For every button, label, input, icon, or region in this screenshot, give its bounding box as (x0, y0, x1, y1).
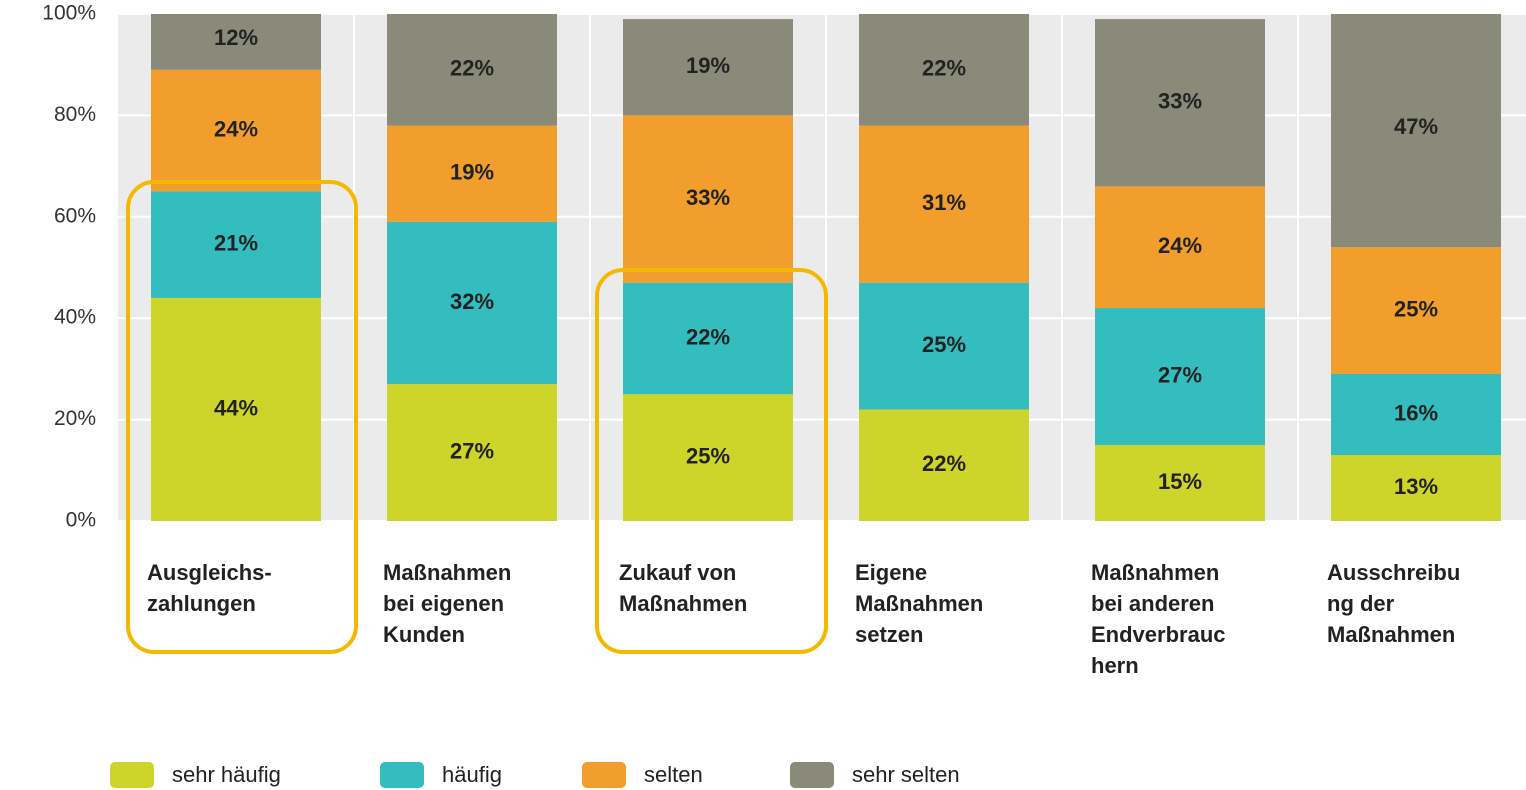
bar-segment (1331, 373, 1501, 456)
value-label: 44% (214, 395, 258, 420)
bar-segment (387, 221, 557, 385)
label-line: Endverbrauc (1091, 622, 1226, 647)
value-label: 16% (1394, 400, 1438, 425)
value-label: 32% (450, 289, 494, 314)
label-line: bei anderen (1091, 591, 1214, 616)
value-label: 21% (214, 230, 258, 255)
label-line: Maßnahmen (1091, 560, 1219, 585)
value-label: 22% (450, 56, 494, 81)
legend-label: häufig (442, 762, 502, 787)
x-tick-label: Ausgleichs-zahlungen (147, 560, 272, 616)
value-label: 15% (1158, 469, 1202, 494)
label-line: ng der (1327, 591, 1395, 616)
bar-segment (151, 69, 321, 192)
bar-segment (859, 125, 1029, 283)
value-label: 22% (922, 451, 966, 476)
y-tick-label: 0% (66, 509, 96, 532)
x-tick-label: Zukauf von Maßnahmen (619, 560, 747, 616)
bar-segment (151, 297, 321, 521)
bar-segment (1095, 308, 1265, 445)
bar-segment (623, 282, 793, 395)
bar-segment (859, 409, 1029, 521)
bar-segment (859, 14, 1029, 126)
bar-segment (151, 14, 321, 70)
value-label: 47% (1394, 114, 1438, 139)
value-label: 24% (214, 116, 258, 141)
label-line: Ausschreibu (1327, 560, 1460, 585)
label-line: zahlungen (147, 591, 256, 616)
legend-label: sehr häufig (172, 762, 281, 787)
value-label: 33% (686, 185, 730, 210)
x-tick-label: Maßnahmen bei eigenen Kunden (383, 560, 511, 647)
label-line: Zukauf von (619, 560, 736, 585)
bar-segment (623, 115, 793, 283)
bar-segment (1095, 186, 1265, 309)
value-label: 25% (686, 443, 730, 468)
bar-segment (623, 394, 793, 521)
value-label: 22% (922, 56, 966, 81)
value-label: 27% (1158, 362, 1202, 387)
x-tick-label: Eigene Maßnahmen setzen (855, 560, 983, 647)
label-line: hern (1091, 653, 1139, 678)
bar-segment (1331, 455, 1501, 521)
bar-segment (623, 19, 793, 116)
value-label: 19% (686, 53, 730, 78)
label-line: Ausgleichs- (147, 560, 272, 585)
x-tick-label: Maßnahmen bei anderen Endverbrauc hern (1091, 560, 1226, 678)
value-label: 25% (1394, 296, 1438, 321)
bar-segment (1331, 247, 1501, 374)
bar-segment (859, 282, 1029, 410)
bar-segment (151, 191, 321, 298)
plot-background (118, 14, 1526, 521)
highlight-box (595, 268, 828, 654)
x-tick-label: Ausschreibu ng der Maßnahmen (1327, 560, 1460, 647)
highlight-box (126, 180, 358, 654)
value-label: 19% (450, 160, 494, 185)
value-label: 27% (450, 438, 494, 463)
value-label: 33% (1158, 89, 1202, 114)
bar-segment (1331, 14, 1501, 248)
label-line: setzen (855, 622, 923, 647)
label-line: Maßnahmen (855, 591, 983, 616)
value-label: 22% (686, 324, 730, 349)
bar-segment (1095, 444, 1265, 521)
legend-swatch (582, 762, 626, 788)
value-label: 24% (1158, 233, 1202, 258)
label-line: bei eigenen (383, 591, 504, 616)
legend-swatch (380, 762, 424, 788)
bar-segment (1095, 19, 1265, 187)
label-line: Maßnahmen (383, 560, 511, 585)
y-tick-label: 100% (42, 2, 96, 25)
label-line: Maßnahmen (619, 591, 747, 616)
legend-swatch (790, 762, 834, 788)
legend-label: sehr selten (852, 762, 960, 787)
label-line: Maßnahmen (1327, 622, 1455, 647)
y-tick-label: 60% (54, 204, 96, 227)
y-tick-label: 80% (54, 103, 96, 126)
value-label: 25% (922, 332, 966, 357)
value-label: 13% (1394, 474, 1438, 499)
bars (151, 14, 1501, 521)
value-label: 12% (214, 25, 258, 50)
y-tick-label: 20% (54, 407, 96, 430)
legend-label: selten (644, 762, 703, 787)
bar-segment (387, 14, 557, 126)
label-line: Kunden (383, 622, 465, 647)
labels: 0% 20% 40% 60% 80% 100% 44% 21% 24% 12% Ausgleichs… (42, 2, 1460, 678)
value-label: 31% (922, 190, 966, 215)
y-tick-label: 40% (54, 306, 96, 329)
bar-segment (387, 125, 557, 222)
bar-segment (387, 384, 557, 521)
legend-swatch (110, 762, 154, 788)
label-line: Eigene (855, 560, 927, 585)
